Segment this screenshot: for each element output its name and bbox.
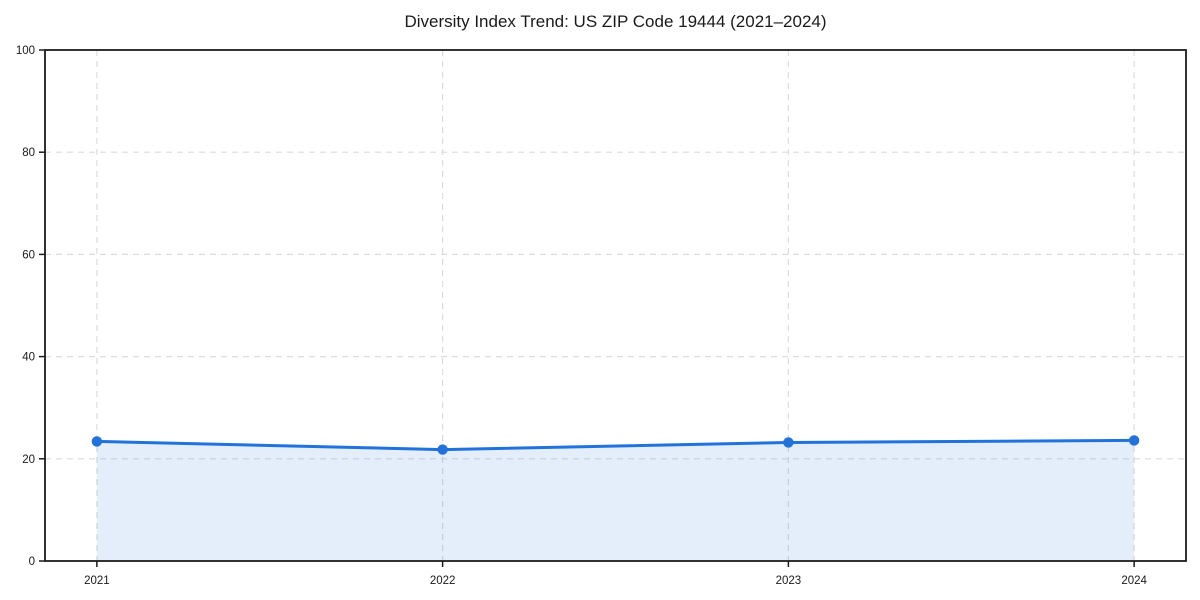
trend-line [95, 438, 1136, 452]
chart-title: Diversity Index Trend: US ZIP Code 19444… [404, 12, 827, 31]
data-point-2024 [1128, 435, 1140, 446]
x-tick-label: 2024 [1121, 575, 1147, 587]
y-tick-label: 0 [29, 556, 35, 568]
x-tick-label: 2023 [776, 575, 802, 587]
y-tick-label: 80 [22, 147, 35, 159]
data-point-2022 [437, 444, 448, 455]
area-fill [96, 440, 1135, 561]
y-tick-label: 20 [22, 454, 35, 466]
y-tick-label: 40 [22, 352, 35, 364]
y-tick-label: 60 [22, 249, 35, 261]
x-tick-label: 2021 [84, 575, 110, 587]
data-point-2023 [783, 437, 794, 448]
axes-box [44, 49, 1187, 562]
x-tick-label: 2022 [430, 575, 456, 587]
y-tick-label: 100 [16, 45, 35, 57]
data-point-2021 [91, 436, 103, 447]
